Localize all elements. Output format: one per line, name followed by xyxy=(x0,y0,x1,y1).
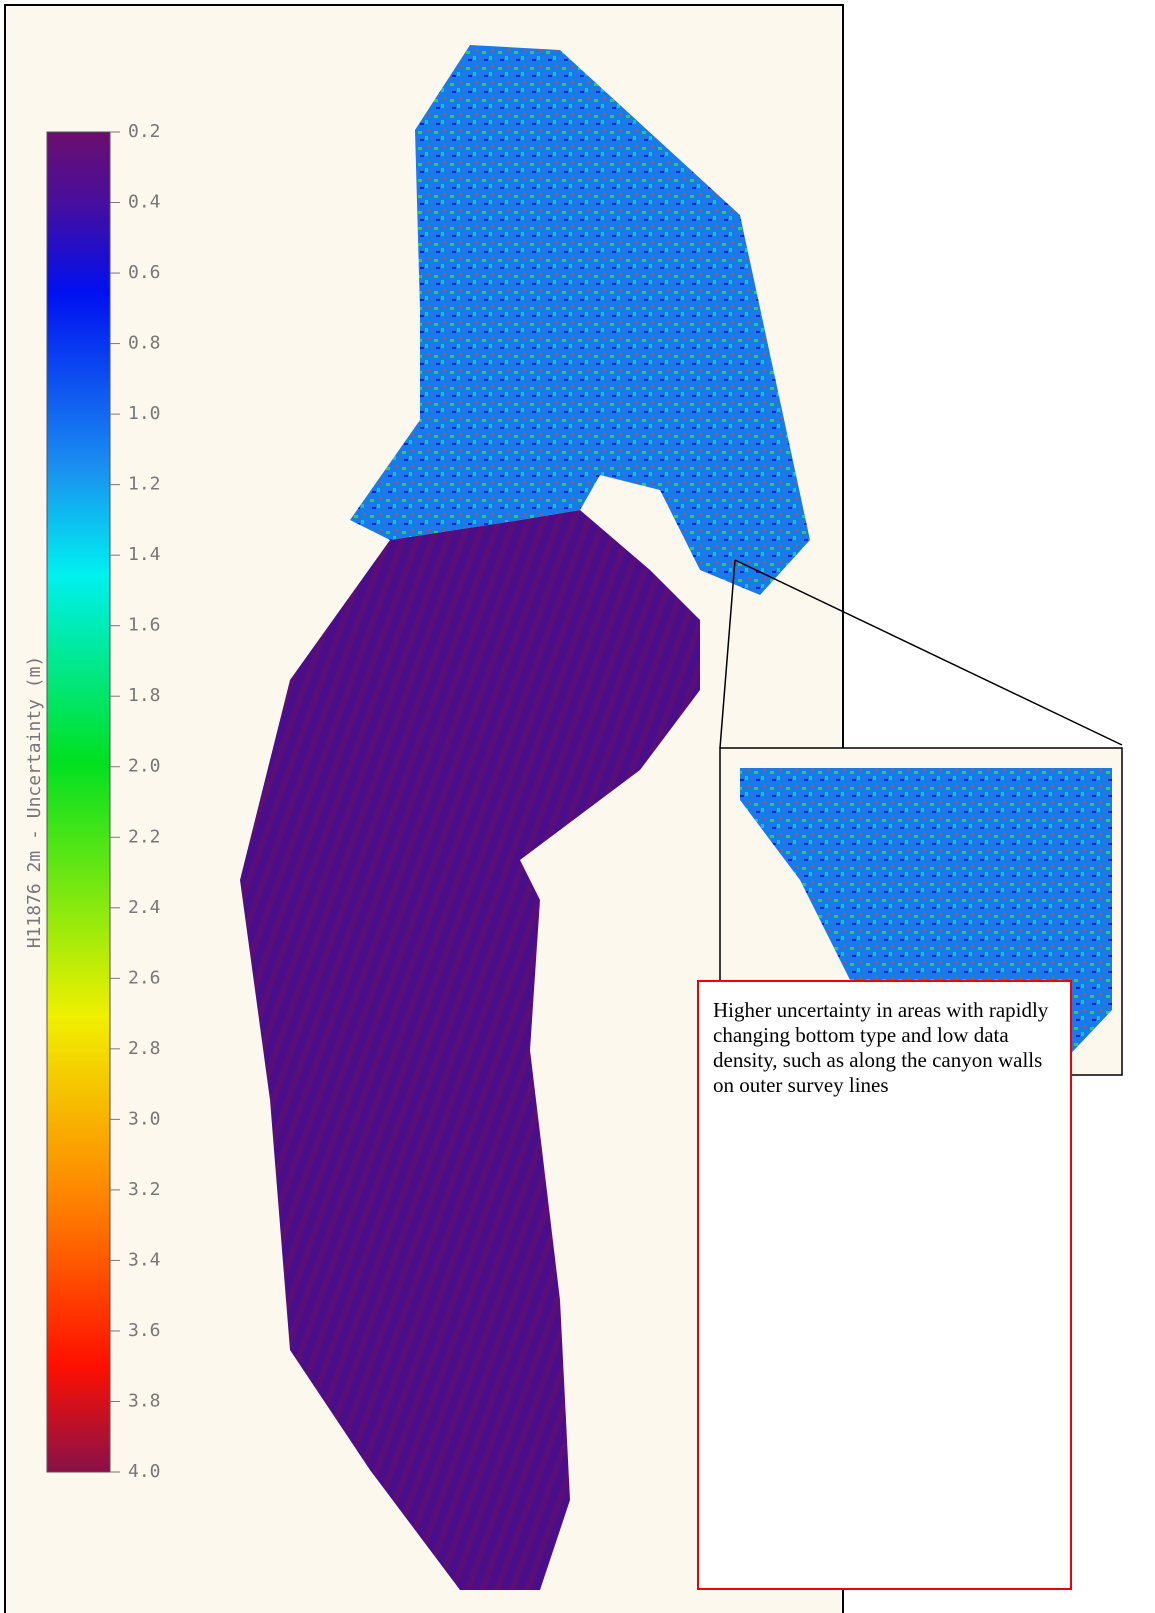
tick-label: 2.8 xyxy=(128,1038,161,1059)
annotation: Higher uncertainty in areas with rapidly… xyxy=(697,980,1072,1590)
tick-label: 0.4 xyxy=(128,192,161,213)
tick-label: 3.0 xyxy=(128,1108,161,1129)
tick-label: 4.0 xyxy=(128,1461,161,1482)
tick-label: 0.8 xyxy=(128,333,161,354)
colorbar xyxy=(47,132,110,1472)
tick-label: 1.4 xyxy=(128,544,161,565)
tick-label: 0.6 xyxy=(128,262,161,283)
page: H11876 2m - Uncertainty (m) 0.2 0.4 0.6 0.8… xyxy=(0,0,1155,1613)
tick-label: 1.8 xyxy=(128,685,161,706)
tick-label: 1.0 xyxy=(128,403,161,424)
tick-label: 3.4 xyxy=(128,1249,161,1270)
tick-label: 2.0 xyxy=(128,756,161,777)
colorbar-label: H11876 2m - Uncertainty (m) xyxy=(24,656,45,949)
tick-label: 0.2 xyxy=(128,121,161,142)
tick-label: 2.4 xyxy=(128,897,161,918)
tick-label: 1.6 xyxy=(128,615,161,636)
tick-label: 3.2 xyxy=(128,1179,161,1200)
tick-label: 2.6 xyxy=(128,967,161,988)
tick-label: 3.8 xyxy=(128,1390,161,1411)
tick-label: 3.6 xyxy=(128,1320,161,1341)
tick-label: 1.2 xyxy=(128,474,161,495)
tick-label: 2.2 xyxy=(128,826,161,847)
